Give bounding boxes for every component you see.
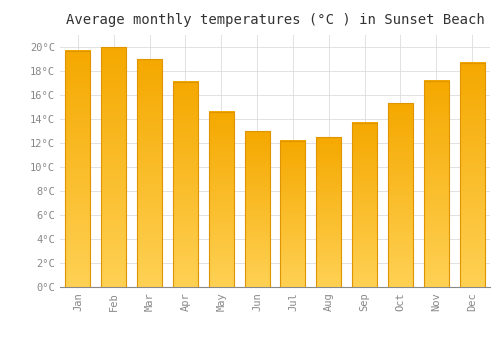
Bar — [424, 80, 449, 287]
Bar — [66, 51, 90, 287]
Bar — [316, 137, 342, 287]
Bar — [352, 122, 377, 287]
Bar — [137, 59, 162, 287]
Bar — [101, 47, 126, 287]
Bar — [244, 131, 270, 287]
Bar — [173, 82, 198, 287]
Title: Average monthly temperatures (°C ) in Sunset Beach: Average monthly temperatures (°C ) in Su… — [66, 13, 484, 27]
Bar — [460, 63, 484, 287]
Bar — [280, 141, 305, 287]
Bar — [208, 112, 234, 287]
Bar — [388, 103, 413, 287]
